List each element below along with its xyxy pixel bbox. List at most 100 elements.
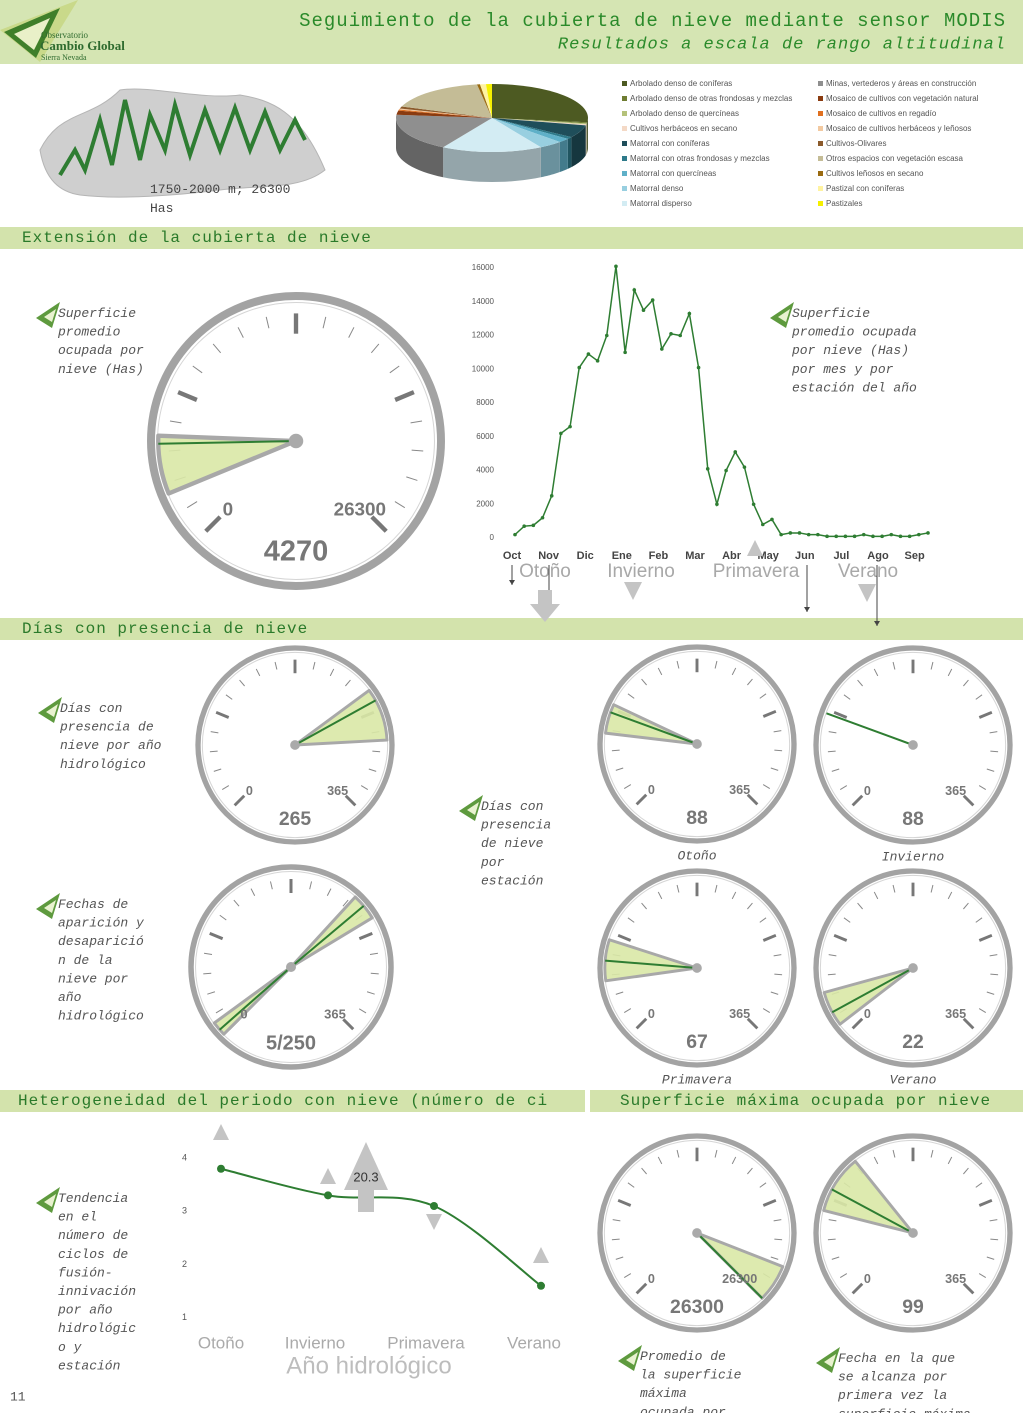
data-point — [852, 534, 857, 539]
gauge-max-label: 365 — [729, 783, 750, 797]
legend-label: Otros espacios con vegetación escasa — [826, 154, 964, 163]
dial-tick — [892, 1149, 896, 1158]
dial-tick — [986, 1256, 995, 1260]
legend-label: Pastizal con coníferas — [826, 184, 904, 193]
x-tick-label: Abr — [722, 550, 742, 562]
dial-tick — [731, 1156, 737, 1165]
dial-tick — [627, 917, 635, 923]
dial-tick — [930, 884, 934, 893]
gauge-hub — [288, 433, 304, 449]
logo-text: Observatorio — [41, 30, 88, 40]
data-point — [641, 308, 646, 312]
dial-tick — [947, 891, 953, 900]
decor-arrow — [747, 540, 763, 556]
gauge-hub — [692, 1228, 702, 1238]
gauge-hub — [692, 963, 702, 973]
page-number: 11 — [10, 1389, 26, 1404]
dial-tick — [676, 1149, 680, 1158]
pie-side — [443, 147, 541, 182]
data-point — [549, 494, 554, 498]
dial-tick — [843, 917, 851, 923]
gauge-min-label: 0 — [864, 784, 871, 798]
dial-tick — [370, 972, 379, 975]
pie-slice — [401, 84, 492, 118]
note-icon — [467, 802, 479, 815]
x-tick-label: Jul — [833, 550, 849, 562]
data-point — [898, 534, 903, 539]
pie-side — [585, 124, 587, 156]
dial-tick — [274, 661, 278, 670]
dial-tick — [831, 768, 840, 772]
data-point — [779, 532, 783, 537]
area-map — [39, 88, 326, 198]
gauge-max-label: 365 — [327, 784, 348, 798]
dial-tick — [978, 785, 987, 791]
dial-tick — [774, 1238, 783, 1241]
y-tick-label: 3 — [182, 1206, 187, 1216]
gauge-max-label: 26300 — [722, 1272, 757, 1286]
dial-tick — [615, 1256, 624, 1260]
dial-tick — [233, 794, 246, 807]
legend-swatch — [622, 171, 627, 176]
dial-tick — [947, 668, 953, 677]
data-point — [513, 532, 517, 537]
dial-tick — [250, 888, 256, 896]
pie-side — [571, 125, 586, 168]
data-point — [217, 1164, 225, 1173]
note: Superficie promedio ocupada por nieve (H… — [791, 306, 925, 395]
decor-arrow — [213, 1124, 229, 1140]
legend-label: Cultivos herbáceos en secano — [630, 124, 738, 133]
dial-tick — [215, 1008, 224, 1014]
dial-tick — [762, 1198, 777, 1207]
data-point — [577, 365, 582, 370]
decor-arrow — [426, 1214, 442, 1230]
dial-tick — [873, 668, 879, 677]
section-band — [590, 1090, 1023, 1112]
dial-tick — [978, 933, 993, 942]
data-point — [650, 298, 655, 302]
gauge-needle — [610, 711, 698, 745]
dial-tick — [989, 731, 998, 734]
section-band — [0, 1090, 585, 1112]
x-tick-label: Feb — [649, 550, 669, 562]
pie-slice — [492, 118, 587, 125]
dial-tick — [759, 693, 767, 699]
dial-tick — [986, 991, 995, 995]
y-tick-label: 12000 — [472, 331, 495, 340]
legend-swatch — [622, 201, 627, 206]
dial-tick — [370, 515, 388, 533]
gauge-caption: Otoño — [677, 848, 716, 863]
dial-tick — [177, 390, 198, 402]
season-label: Primavera — [713, 561, 800, 582]
dial-tick — [857, 902, 863, 910]
dial-tick — [372, 750, 381, 753]
gauge-needle — [831, 967, 914, 1014]
page-title: Seguimiento de la cubierta de nieve medi… — [299, 10, 1006, 32]
logo-shape — [14, 18, 50, 50]
dial-tick — [831, 1256, 840, 1260]
gauge-needle — [831, 1188, 914, 1234]
dial-tick — [828, 1219, 837, 1222]
legend-swatch — [622, 81, 627, 86]
annotation-arrow — [344, 1142, 388, 1212]
gauge-rim — [603, 650, 791, 838]
gauge-hub — [692, 739, 702, 749]
gauge-min-label: 0 — [864, 1272, 871, 1286]
dial-tick — [207, 991, 216, 995]
legend-label: Matorral con otras frondosas y mezclas — [630, 154, 770, 163]
note-icon — [44, 309, 56, 322]
dial-tick — [269, 881, 273, 890]
data-point — [531, 523, 536, 528]
area-outline — [58, 97, 307, 177]
dial-tick — [627, 693, 635, 699]
gauge-needle — [218, 966, 292, 1031]
data-point — [733, 450, 738, 454]
gauge-needle — [290, 905, 365, 968]
note: Días con presencia de nieve por año hidr… — [59, 701, 169, 772]
y-tick-label: 2000 — [476, 499, 494, 508]
dial-tick — [389, 365, 400, 374]
data-point — [861, 532, 866, 537]
dial-tick — [774, 749, 783, 752]
dial-tick — [827, 1238, 836, 1241]
data-point — [540, 515, 545, 520]
